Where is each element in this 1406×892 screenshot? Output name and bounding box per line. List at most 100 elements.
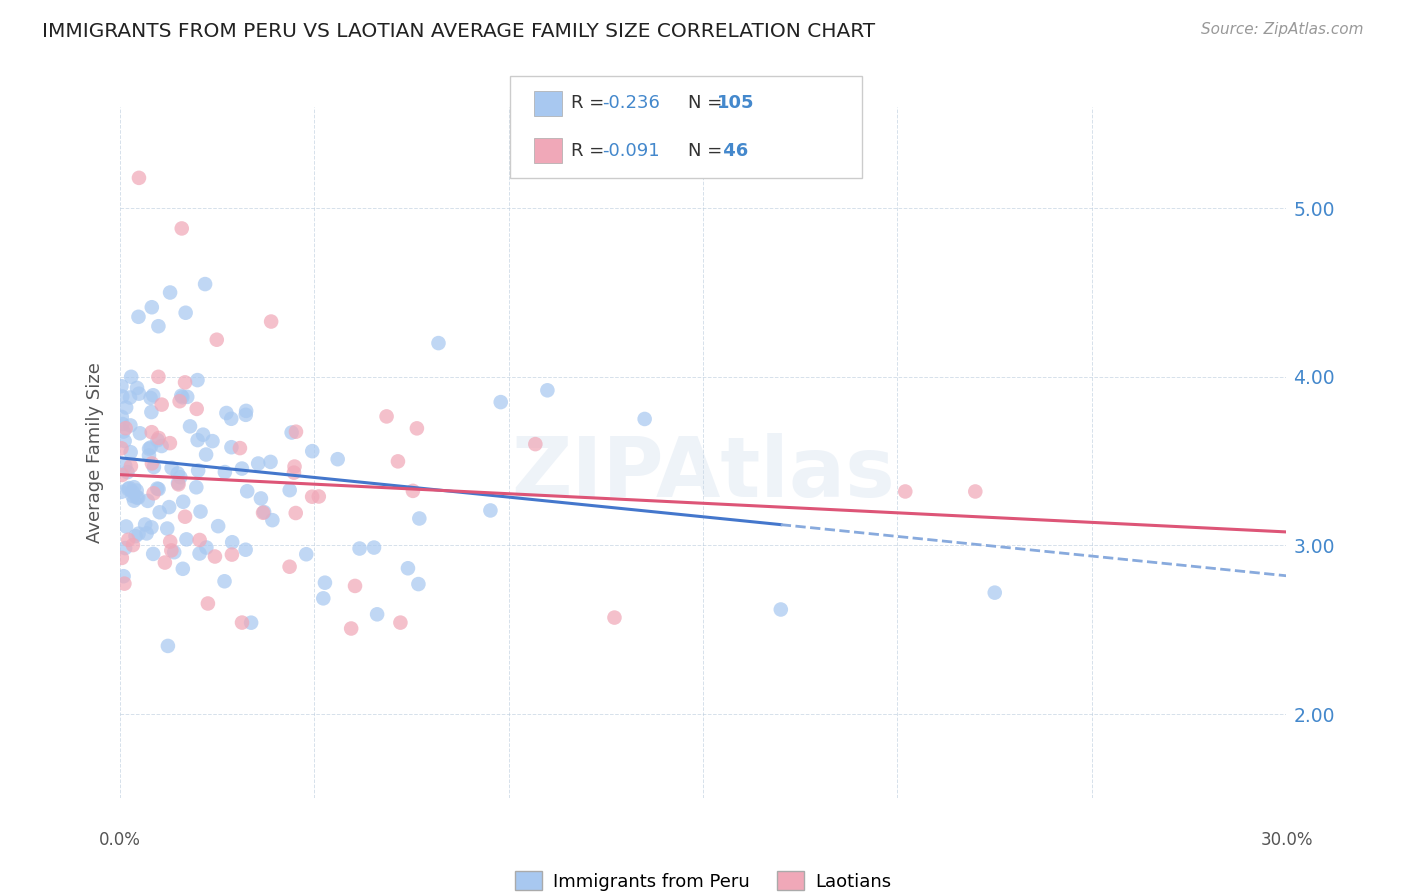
Point bbox=[179, 419, 201, 434]
Point bbox=[195, 448, 218, 462]
Point bbox=[363, 541, 385, 555]
Point bbox=[135, 526, 157, 541]
Point bbox=[157, 500, 180, 515]
Point bbox=[122, 538, 145, 552]
Point bbox=[117, 533, 139, 547]
Point bbox=[769, 602, 792, 616]
Point bbox=[406, 421, 429, 435]
Point bbox=[172, 390, 194, 404]
Point bbox=[301, 444, 323, 458]
Point bbox=[191, 427, 214, 442]
Point bbox=[187, 463, 209, 477]
Point bbox=[965, 484, 987, 499]
Point bbox=[159, 534, 181, 549]
Point bbox=[284, 506, 307, 520]
Point bbox=[283, 466, 305, 480]
Point bbox=[278, 559, 301, 574]
Point bbox=[326, 452, 349, 467]
Text: -0.091: -0.091 bbox=[602, 142, 659, 160]
Point bbox=[167, 476, 190, 491]
Point bbox=[169, 394, 191, 409]
Point bbox=[114, 421, 136, 435]
Point bbox=[214, 465, 236, 479]
Point bbox=[176, 533, 198, 547]
Point bbox=[187, 433, 209, 447]
Point bbox=[169, 470, 191, 484]
Point bbox=[120, 445, 142, 459]
Point bbox=[174, 509, 197, 524]
Point bbox=[197, 597, 219, 611]
Point bbox=[166, 467, 188, 481]
Point bbox=[201, 434, 224, 449]
Point bbox=[260, 314, 283, 328]
Point bbox=[125, 483, 148, 498]
Point bbox=[141, 300, 163, 314]
Text: Source: ZipAtlas.com: Source: ZipAtlas.com bbox=[1201, 22, 1364, 37]
Point bbox=[148, 369, 170, 384]
Point bbox=[262, 513, 284, 527]
Point bbox=[250, 491, 273, 506]
Point bbox=[278, 483, 301, 498]
Point bbox=[136, 494, 159, 508]
Point bbox=[142, 388, 165, 402]
Point bbox=[387, 454, 409, 468]
Point bbox=[149, 505, 172, 519]
Point bbox=[120, 369, 142, 384]
Point bbox=[536, 384, 558, 398]
Point bbox=[139, 441, 162, 455]
Point bbox=[117, 482, 139, 496]
Point bbox=[112, 569, 135, 583]
Point bbox=[174, 306, 197, 320]
Point bbox=[174, 376, 197, 390]
Point bbox=[633, 412, 655, 426]
Point bbox=[190, 505, 212, 519]
Point bbox=[160, 543, 183, 558]
Point bbox=[127, 491, 149, 505]
Point bbox=[141, 520, 163, 534]
Point bbox=[127, 310, 149, 324]
Point bbox=[349, 541, 371, 556]
Point bbox=[111, 409, 134, 424]
Point bbox=[138, 442, 160, 456]
Point bbox=[340, 622, 363, 636]
Point bbox=[231, 461, 253, 475]
Point bbox=[148, 482, 170, 496]
Point bbox=[235, 404, 257, 418]
Point bbox=[170, 389, 193, 403]
Point bbox=[308, 490, 330, 504]
Point bbox=[280, 425, 302, 440]
Point bbox=[983, 585, 1005, 599]
Point bbox=[112, 576, 135, 591]
Point bbox=[312, 591, 335, 606]
Point bbox=[195, 541, 218, 555]
Point bbox=[314, 575, 336, 590]
Point bbox=[134, 517, 156, 532]
Y-axis label: Average Family Size: Average Family Size bbox=[86, 362, 104, 543]
Point bbox=[141, 457, 163, 471]
Point bbox=[207, 519, 229, 533]
Text: ZIPAtlas: ZIPAtlas bbox=[510, 433, 896, 514]
Point bbox=[163, 545, 186, 559]
Point bbox=[159, 436, 181, 450]
Point bbox=[285, 425, 308, 439]
Point bbox=[408, 577, 430, 591]
Point bbox=[427, 336, 450, 351]
Point bbox=[124, 529, 146, 543]
Text: N =: N = bbox=[688, 142, 727, 160]
Point bbox=[172, 495, 194, 509]
Point bbox=[120, 418, 142, 433]
Point bbox=[110, 442, 132, 456]
Point bbox=[215, 406, 238, 420]
Point bbox=[114, 434, 136, 448]
Point bbox=[479, 503, 502, 517]
Point bbox=[122, 480, 145, 494]
Point bbox=[112, 425, 135, 439]
Point bbox=[186, 480, 208, 494]
Point bbox=[301, 490, 323, 504]
Point bbox=[146, 482, 169, 496]
Point bbox=[128, 526, 150, 541]
Point bbox=[366, 607, 388, 622]
Point bbox=[156, 639, 179, 653]
Point bbox=[894, 484, 917, 499]
Point bbox=[231, 615, 253, 630]
